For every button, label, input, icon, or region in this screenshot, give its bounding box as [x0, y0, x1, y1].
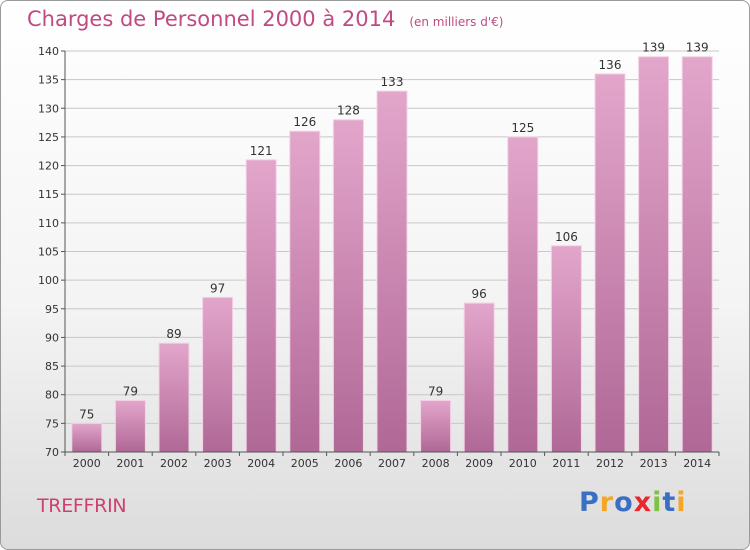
data-label: 133 [381, 75, 404, 89]
data-label: 106 [555, 230, 578, 244]
y-tick-label: 125 [38, 131, 59, 144]
chart-title: Charges de Personnel 2000 à 2014 (en mill… [27, 7, 503, 31]
logo-letter: i [652, 487, 663, 518]
bar-2004 [245, 159, 277, 453]
y-tick-label: 70 [45, 446, 59, 459]
chart-title-text: Charges de Personnel 2000 à 2014 [27, 7, 396, 31]
logo-letter: i [676, 487, 687, 518]
data-label: 79 [123, 384, 138, 398]
bar-2000 [71, 422, 103, 453]
data-label: 136 [599, 58, 622, 72]
y-tick-label: 115 [38, 188, 59, 201]
logo-letter: P [579, 487, 600, 518]
y-tick-label: 90 [45, 331, 59, 344]
logo-letter: o [614, 487, 634, 518]
y-tick-label: 120 [38, 160, 59, 173]
bar-2006 [332, 119, 364, 453]
bar-2009 [463, 302, 495, 453]
bar-2003 [202, 296, 234, 453]
bar-2011 [550, 245, 582, 453]
x-tick-label: 2004 [247, 457, 275, 470]
data-label: 139 [642, 41, 665, 55]
y-tick-label: 110 [38, 217, 59, 230]
bar-2001 [114, 399, 146, 453]
x-tick-label: 2005 [291, 457, 319, 470]
y-tick-label: 130 [38, 102, 59, 115]
y-tick-label: 85 [45, 360, 59, 373]
proxiti-logo: Proxiti [579, 487, 687, 518]
x-tick-label: 2009 [465, 457, 493, 470]
location-name: TREFFRIN [37, 495, 127, 517]
x-tick-label: 2000 [73, 457, 101, 470]
data-label: 96 [472, 287, 487, 301]
x-tick-label: 2011 [552, 457, 580, 470]
logo-letter: x [633, 487, 653, 518]
x-tick-label: 2006 [334, 457, 362, 470]
x-tick-label: 2002 [160, 457, 188, 470]
bar-2012 [594, 73, 626, 453]
x-tick-label: 2003 [204, 457, 232, 470]
axes: 70 75 80 85 90 95 100 105 110 115 120 125 130 135 140 2… [38, 45, 720, 470]
data-label: 126 [293, 115, 316, 129]
bar-2013 [638, 56, 670, 453]
logo-letter: t [662, 487, 677, 518]
y-tick-label: 95 [45, 303, 59, 316]
bar-2014 [681, 56, 713, 453]
x-tick-label: 2012 [596, 457, 624, 470]
chart-subtitle: (en milliers d'€) [409, 15, 504, 29]
data-labels: 75 79 89 97 121 126 128 133 79 96 125 106 136 139 139 [79, 41, 708, 422]
logo-letter: r [599, 487, 615, 518]
data-label: 125 [511, 121, 534, 135]
x-tick-label: 2014 [683, 457, 711, 470]
bar-2002 [158, 342, 190, 453]
bar-2008 [420, 399, 452, 453]
x-tick-label: 2013 [640, 457, 668, 470]
bar-2005 [289, 130, 321, 453]
y-tick-label: 100 [38, 274, 59, 287]
data-label: 139 [686, 41, 709, 55]
bars [71, 56, 713, 453]
data-label: 128 [337, 104, 360, 118]
bar-2010 [507, 136, 539, 453]
x-tick-label: 2001 [116, 457, 144, 470]
y-tick-label: 140 [38, 45, 59, 58]
x-tick-label: 2008 [422, 457, 450, 470]
bar-2007 [376, 90, 408, 453]
data-label: 97 [210, 281, 225, 295]
data-label: 75 [79, 407, 94, 421]
y-tick-label: 105 [38, 246, 59, 259]
y-tick-label: 75 [45, 417, 59, 430]
data-label: 121 [250, 144, 273, 158]
y-tick-label: 135 [38, 74, 59, 87]
data-label: 79 [428, 384, 443, 398]
x-tick-label: 2007 [378, 457, 406, 470]
data-label: 89 [166, 327, 181, 341]
y-tick-label: 80 [45, 389, 59, 402]
x-tick-label: 2010 [509, 457, 537, 470]
